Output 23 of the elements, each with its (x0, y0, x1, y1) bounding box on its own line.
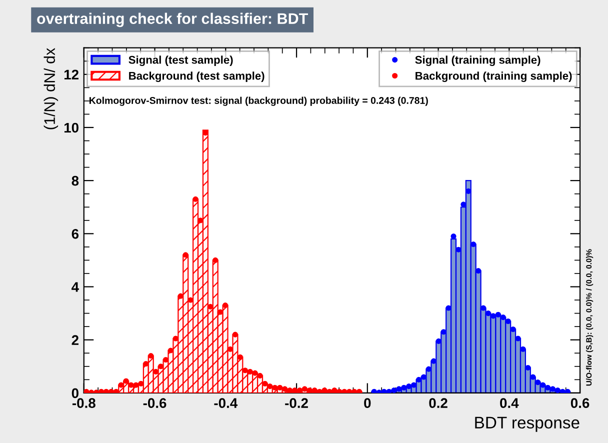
chart-title: overtraining check for classifier: BDT (37, 12, 308, 28)
x-tick-label: -0.4 (214, 398, 238, 408)
annotation: Kolmogorov-Smirnov test: signal (background) probability = 0.243 (0.781) (90, 96, 428, 106)
y-tick-label: 2 (72, 335, 78, 345)
x-tick-label: -0.6 (143, 398, 166, 408)
x-tick-label: 0.4 (500, 398, 519, 408)
x-axis-title: BDT response (475, 416, 580, 432)
y-tick-label: 10 (64, 122, 78, 133)
y-tick-label: 6 (72, 229, 79, 239)
x-tick-label: -0.2 (285, 398, 308, 408)
y-tick-label: 0 (72, 388, 78, 398)
legend-label: Signal (training sample) (415, 56, 540, 66)
x-tick-label: 0.2 (429, 398, 448, 408)
y-tick-label: 4 (72, 282, 79, 292)
y-axis-title: (1/N) dN/ dx (44, 48, 58, 130)
legend-label: Background (test sample) (129, 72, 264, 82)
x-tick-label: 0.6 (570, 398, 590, 408)
x-tick-label: 0 (364, 398, 371, 408)
legend-label: Background (training sample) (416, 72, 572, 82)
y-tick-label: 12 (64, 70, 78, 80)
legend-label: Signal (test sample) (128, 56, 233, 66)
y-tick-label: 8 (72, 176, 79, 186)
x-tick-label: -0.8 (72, 398, 96, 408)
